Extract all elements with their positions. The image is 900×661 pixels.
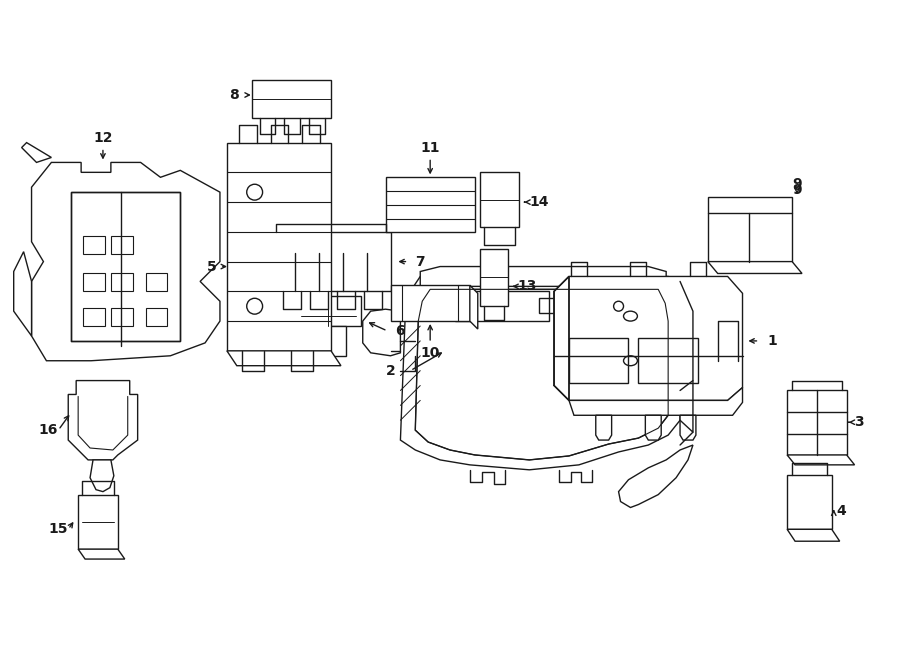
Text: 9: 9 xyxy=(792,177,802,191)
Polygon shape xyxy=(596,415,612,440)
Polygon shape xyxy=(252,80,331,118)
Polygon shape xyxy=(480,249,508,306)
Polygon shape xyxy=(788,475,832,529)
Text: 6: 6 xyxy=(396,324,405,338)
Polygon shape xyxy=(707,197,792,262)
Text: 8: 8 xyxy=(229,88,238,102)
Polygon shape xyxy=(272,232,391,292)
Text: 13: 13 xyxy=(518,280,537,293)
Polygon shape xyxy=(227,143,331,351)
Polygon shape xyxy=(788,391,847,455)
Polygon shape xyxy=(480,173,519,227)
Text: 1: 1 xyxy=(768,334,777,348)
Bar xyxy=(146,274,167,292)
Polygon shape xyxy=(78,494,118,549)
Polygon shape xyxy=(32,163,220,361)
Bar xyxy=(455,292,549,321)
Polygon shape xyxy=(90,460,113,492)
Polygon shape xyxy=(78,549,125,559)
Polygon shape xyxy=(554,276,569,401)
Text: 2: 2 xyxy=(385,364,395,377)
Bar xyxy=(111,308,132,326)
Text: 4: 4 xyxy=(837,504,847,518)
Polygon shape xyxy=(470,286,478,329)
Polygon shape xyxy=(304,326,324,356)
Polygon shape xyxy=(420,266,666,286)
Polygon shape xyxy=(554,276,742,401)
Text: 3: 3 xyxy=(854,415,863,429)
Polygon shape xyxy=(71,192,180,341)
Polygon shape xyxy=(788,455,855,465)
Polygon shape xyxy=(385,177,475,232)
Text: 16: 16 xyxy=(39,423,58,437)
Polygon shape xyxy=(788,529,840,541)
Bar xyxy=(564,292,643,321)
Bar xyxy=(83,274,105,292)
Text: 14: 14 xyxy=(529,195,549,209)
Polygon shape xyxy=(415,290,668,460)
Text: 12: 12 xyxy=(94,131,112,145)
Polygon shape xyxy=(400,276,680,470)
Polygon shape xyxy=(326,326,346,356)
Text: 15: 15 xyxy=(49,522,68,536)
Polygon shape xyxy=(391,286,470,321)
Bar xyxy=(539,298,557,313)
Text: 11: 11 xyxy=(420,141,440,155)
Bar xyxy=(146,308,167,326)
Polygon shape xyxy=(227,351,341,366)
Polygon shape xyxy=(569,387,742,415)
Polygon shape xyxy=(14,252,32,336)
Polygon shape xyxy=(22,143,51,163)
Polygon shape xyxy=(68,381,138,460)
Polygon shape xyxy=(363,309,400,356)
Polygon shape xyxy=(707,262,802,274)
Polygon shape xyxy=(618,445,693,508)
Text: 9: 9 xyxy=(792,183,802,197)
Polygon shape xyxy=(680,415,696,440)
Polygon shape xyxy=(296,296,361,326)
Bar xyxy=(569,338,628,383)
Bar xyxy=(111,274,132,292)
Bar xyxy=(83,308,105,326)
Text: 10: 10 xyxy=(420,346,440,360)
Text: 5: 5 xyxy=(207,260,217,274)
Bar xyxy=(638,338,698,383)
Polygon shape xyxy=(645,415,662,440)
Bar xyxy=(83,236,105,254)
Bar xyxy=(111,236,132,254)
Text: 7: 7 xyxy=(416,254,425,268)
